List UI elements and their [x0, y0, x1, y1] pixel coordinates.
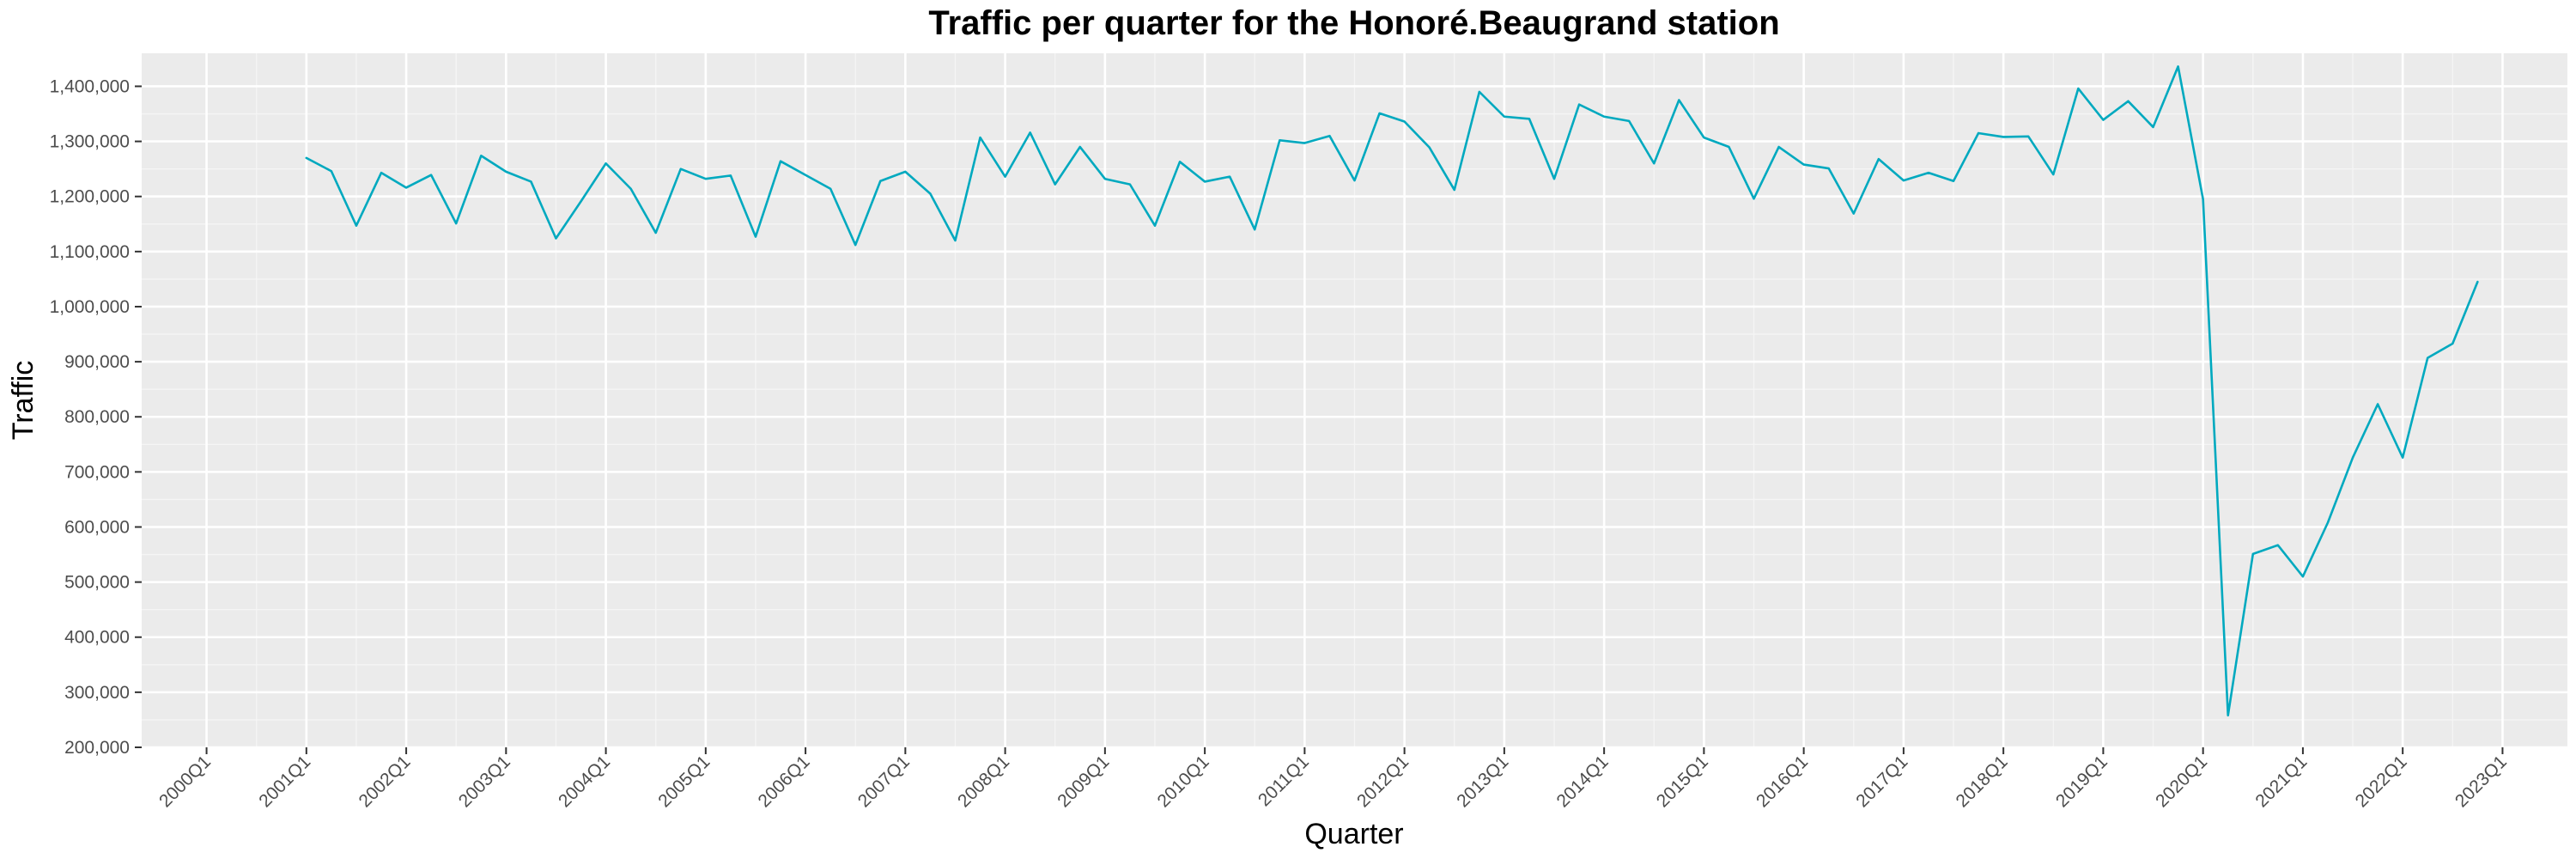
y-tick-label: 300,000	[64, 683, 130, 703]
x-tick-label: 2021Q1	[2251, 752, 2311, 811]
series-group	[305, 65, 2479, 717]
chart-title: Traffic per quarter for the Honoré.Beaug…	[928, 4, 1779, 42]
major-gridlines	[142, 53, 2567, 749]
x-tick-label: 2007Q1	[854, 752, 914, 811]
x-tick-label: 2015Q1	[1653, 752, 1712, 811]
y-axis-tick-labels: 200,000 300,000 400,000 500,000 600,000 700,0…	[50, 76, 130, 758]
x-tick-label: 2016Q1	[1753, 752, 1812, 811]
y-tick-label: 600,000	[64, 517, 130, 537]
y-tick-label: 1,000,000	[50, 297, 130, 317]
y-tick-label: 1,300,000	[50, 132, 130, 152]
x-tick-label: 2001Q1	[255, 752, 314, 811]
axis-tick-marks	[135, 85, 2504, 754]
y-tick-label: 1,100,000	[50, 242, 130, 262]
y-axis-title: Traffic	[7, 361, 39, 441]
x-tick-label: 2017Q1	[1852, 752, 1911, 811]
x-tick-label: 2006Q1	[755, 752, 814, 811]
x-tick-label: 2005Q1	[654, 752, 714, 811]
minor-gridlines	[142, 53, 2567, 747]
y-tick-label: 1,400,000	[50, 76, 130, 96]
y-tick-label: 200,000	[64, 738, 130, 758]
y-tick-label: 500,000	[64, 573, 130, 593]
y-tick-label: 700,000	[64, 462, 130, 482]
y-tick-label: 1,200,000	[50, 187, 130, 207]
x-tick-label: 2014Q1	[1553, 752, 1613, 811]
x-tick-label: 2010Q1	[1154, 752, 1213, 811]
x-tick-label: 2018Q1	[1953, 752, 2012, 811]
x-tick-label: 2020Q1	[2152, 752, 2211, 811]
x-tick-label: 2011Q1	[1255, 752, 1313, 810]
x-tick-label: 2004Q1	[555, 752, 614, 811]
x-tick-label: 2019Q1	[2052, 752, 2111, 811]
x-tick-label: 2022Q1	[2352, 752, 2411, 811]
x-tick-label: 2000Q1	[155, 752, 215, 811]
x-tick-label: 2012Q1	[1353, 752, 1413, 811]
x-tick-label: 2008Q1	[954, 752, 1013, 811]
y-tick-label: 900,000	[64, 352, 130, 372]
x-axis-tick-labels: 2000Q1 2001Q1 2002Q1 2003Q1 2004Q1 2005Q1 2006…	[155, 752, 2511, 811]
series-line	[305, 65, 2479, 717]
x-tick-label: 2002Q1	[355, 752, 415, 811]
x-tick-label: 2023Q1	[2451, 752, 2511, 811]
y-tick-label: 800,000	[64, 407, 130, 427]
x-axis-title: Quarter	[1304, 818, 1403, 850]
x-tick-label: 2003Q1	[455, 752, 514, 811]
y-tick-label: 400,000	[64, 628, 130, 648]
x-tick-label: 2009Q1	[1054, 752, 1113, 811]
x-tick-label: 2013Q1	[1453, 752, 1512, 811]
